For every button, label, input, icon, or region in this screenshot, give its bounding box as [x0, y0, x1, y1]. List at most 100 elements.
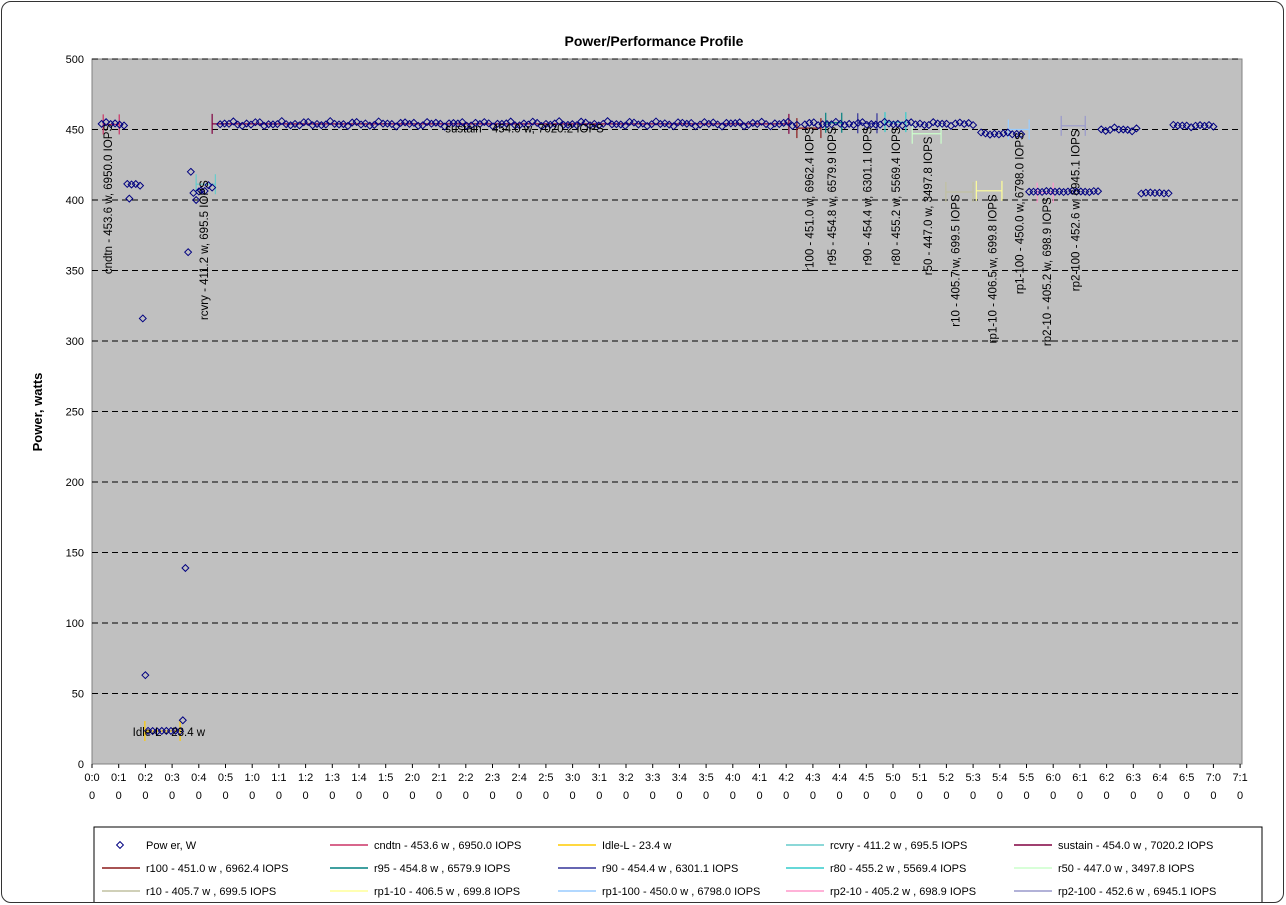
legend-label: r100 - 451.0 w , 6962.4 IOPS	[146, 863, 288, 875]
data-point	[208, 183, 217, 192]
y-tick-label: 450	[66, 125, 84, 137]
data-point	[960, 119, 969, 129]
data-point	[669, 122, 678, 131]
legend-label: rp1-10 - 406.5 w , 699.8 IOPS	[374, 886, 520, 898]
legend-label: r80 - 455.2 w , 5569.4 IOPS	[830, 863, 966, 875]
data-point	[405, 119, 414, 129]
data-point	[409, 118, 418, 127]
data-point	[343, 121, 352, 131]
x-tick-suffix: 0	[1104, 790, 1110, 802]
x-tick-label: 7:1	[1232, 772, 1247, 784]
y-tick-label: 500	[66, 54, 84, 66]
data-point	[431, 118, 440, 127]
data-point	[110, 119, 120, 128]
data-point	[590, 119, 599, 128]
x-tick-suffix: 0	[169, 790, 175, 802]
x-tick-label: 4:4	[832, 772, 847, 784]
data-point	[326, 116, 335, 126]
x-tick-label: 5:3	[965, 772, 980, 784]
x-axis-ticks: 0:0 0 0:1 0 0:2 0 0:3 0 0:4 0 0:5 0 1:0 0 1:1 0 1:2 0 1:3 0…	[84, 764, 1248, 802]
x-tick-label: 0:5	[218, 772, 233, 784]
x-tick-suffix: 0	[650, 790, 656, 802]
data-point	[603, 117, 612, 126]
annotation-label: rp2-10 - 405.2 w, 698.9 IOPS	[1042, 197, 1054, 346]
data-point	[135, 181, 145, 190]
data-point	[101, 118, 111, 127]
x-tick-label: 4:3	[805, 772, 820, 784]
data-point	[1209, 122, 1218, 131]
x-tick-label: 0:1	[111, 772, 126, 784]
x-tick-label: 5:2	[939, 772, 954, 784]
x-tick-suffix: 0	[596, 790, 602, 802]
y-tick-label: 50	[72, 689, 84, 701]
data-point	[321, 120, 330, 129]
data-point	[1017, 130, 1026, 139]
x-tick-label: 0:0	[84, 772, 99, 784]
data-point	[181, 563, 190, 573]
data-point	[893, 119, 902, 129]
x-tick-label: 1:0	[245, 772, 260, 784]
x-tick-suffix: 0	[570, 790, 576, 802]
data-point	[660, 119, 669, 128]
data-point	[176, 727, 185, 736]
data-point	[853, 118, 863, 128]
data-point	[1037, 187, 1047, 197]
data-point	[687, 118, 696, 128]
data-point	[260, 121, 269, 131]
x-tick-suffix: 0	[863, 790, 869, 802]
data-point	[731, 119, 740, 128]
data-point	[809, 118, 818, 127]
data-point	[638, 119, 647, 128]
data-point	[981, 129, 990, 138]
x-tick-suffix: 0	[970, 790, 976, 802]
data-point	[568, 120, 577, 129]
x-tick-label: 0:2	[138, 772, 153, 784]
data-point	[775, 119, 784, 129]
x-tick-suffix: 0	[1184, 790, 1190, 802]
legend-label: rcvry - 411.2 w , 695.5 IOPS	[830, 840, 967, 852]
x-tick-suffix: 0	[917, 790, 923, 802]
data-point	[594, 121, 603, 130]
data-point	[304, 117, 313, 127]
x-tick-label: 2:2	[458, 772, 473, 784]
data-point	[317, 121, 326, 130]
data-point	[519, 119, 529, 128]
data-point	[955, 118, 964, 127]
data-point	[242, 119, 251, 128]
data-point	[1063, 187, 1073, 196]
data-point	[546, 120, 555, 129]
data-point	[453, 119, 462, 128]
data-point	[678, 118, 687, 127]
data-point	[1182, 121, 1191, 130]
y-tick-label: 200	[66, 477, 84, 489]
x-tick-suffix: 0	[890, 790, 896, 802]
x-tick-label: 3:5	[698, 772, 713, 784]
data-point	[709, 118, 718, 127]
x-tick-suffix: 0	[329, 790, 335, 802]
data-point	[1137, 189, 1146, 198]
data-point	[277, 116, 286, 126]
data-point	[836, 119, 845, 128]
x-tick-suffix: 0	[1157, 790, 1163, 802]
x-tick-label: 1:5	[378, 772, 393, 784]
x-tick-suffix: 0	[249, 790, 255, 802]
annotation-label: rp1-10 - 406.5 w, 699.8 IOPS	[987, 194, 999, 343]
x-tick-suffix: 0	[356, 790, 362, 802]
annotations: cndtn - 453.6 w, 6950.0 IOPS Idle-L - 23.…	[103, 123, 1083, 738]
data-point	[717, 122, 727, 131]
power-points	[97, 116, 1218, 736]
x-tick-label: 5:5	[1019, 772, 1034, 784]
data-point	[141, 671, 150, 680]
data-point	[1097, 125, 1106, 134]
x-tick-suffix: 0	[463, 790, 469, 802]
y-axis-label: Power, watts	[30, 373, 45, 452]
data-point	[1132, 124, 1141, 133]
x-tick-suffix: 0	[730, 790, 736, 802]
data-point	[387, 119, 396, 129]
data-point	[880, 117, 889, 126]
legend-label: sustain - 454.0 w , 7020.2 IOPS	[1058, 840, 1213, 852]
data-point	[194, 187, 203, 196]
data-point	[1110, 123, 1119, 132]
y-tick-label: 350	[66, 266, 84, 278]
x-tick-label: 5:1	[912, 772, 927, 784]
